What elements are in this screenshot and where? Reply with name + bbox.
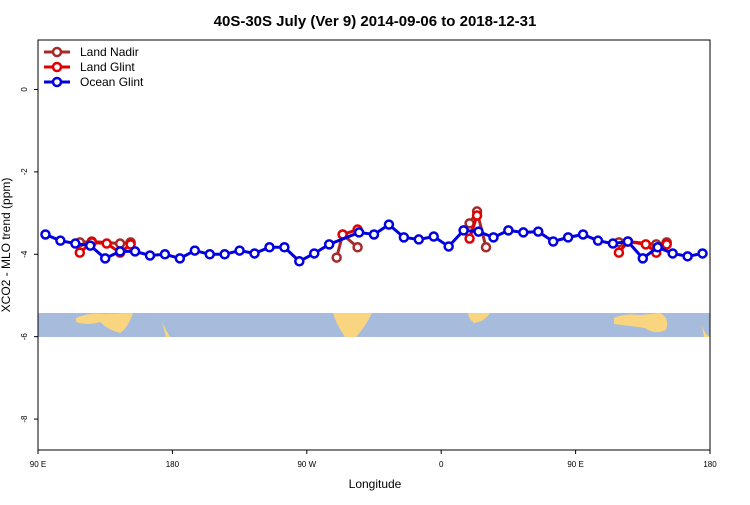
- point: [383, 219, 395, 230]
- point: [480, 242, 492, 253]
- point: [547, 236, 559, 247]
- legend-marker: [51, 61, 63, 73]
- x-tick-label: 180: [166, 460, 180, 469]
- y-tick-label: -8: [20, 415, 29, 423]
- point: [323, 239, 335, 250]
- legend-label: Ocean Glint: [80, 75, 144, 89]
- y-tick-label: -6: [20, 333, 29, 341]
- legend-marker: [51, 46, 63, 58]
- legend-label: Land Nadir: [80, 45, 139, 59]
- point: [682, 251, 693, 262]
- point: [144, 250, 156, 261]
- map-strip: [38, 313, 710, 337]
- x-tick-label: 90 E: [30, 460, 46, 469]
- y-tick-label: -4: [20, 250, 29, 258]
- y-tick-label: -2: [20, 168, 29, 176]
- point: [464, 233, 475, 244]
- point: [189, 245, 201, 256]
- point: [74, 247, 86, 258]
- point: [652, 242, 663, 253]
- point: [174, 253, 186, 264]
- point: [613, 247, 625, 258]
- point: [70, 238, 81, 249]
- x-tick-label: 180: [703, 460, 717, 469]
- x-tick-label: 90 W: [297, 460, 316, 469]
- point: [125, 239, 136, 250]
- point: [249, 248, 260, 259]
- point: [159, 249, 171, 260]
- point: [592, 235, 604, 246]
- point: [204, 249, 215, 260]
- point: [562, 232, 574, 243]
- point: [40, 229, 51, 240]
- point: [129, 246, 141, 257]
- x-tick-label: 0: [439, 460, 444, 469]
- point: [99, 253, 111, 264]
- y-tick-label: 0: [20, 87, 29, 92]
- x-axis-label: Longitude: [349, 477, 402, 491]
- point: [264, 242, 275, 253]
- point: [697, 248, 708, 259]
- point: [353, 227, 365, 238]
- point: [352, 242, 363, 253]
- point: [661, 239, 672, 250]
- point: [368, 229, 380, 240]
- point: [331, 252, 342, 263]
- point: [577, 229, 589, 240]
- point: [294, 256, 305, 267]
- point: [55, 235, 66, 246]
- point: [398, 232, 410, 243]
- point: [607, 238, 619, 249]
- x-tick-label: 90 E: [567, 460, 583, 469]
- y-axis-label: XCO2 - MLO trend (ppm): [0, 178, 13, 313]
- point: [471, 210, 483, 221]
- point: [518, 227, 529, 238]
- point: [667, 248, 678, 259]
- point: [473, 226, 484, 237]
- chart-title: 40S-30S July (Ver 9) 2014-09-06 to 2018-…: [214, 13, 537, 30]
- point: [114, 246, 126, 257]
- point: [533, 226, 544, 237]
- point: [488, 232, 499, 243]
- point: [309, 248, 320, 259]
- legend-label: Land Glint: [80, 60, 135, 74]
- plot-frame: [37, 39, 711, 451]
- legend-marker: [51, 76, 63, 88]
- point: [443, 241, 454, 252]
- point: [219, 249, 230, 260]
- point: [637, 253, 649, 264]
- point: [622, 236, 634, 247]
- point: [503, 225, 514, 236]
- point: [85, 240, 96, 251]
- point: [428, 231, 439, 242]
- point: [279, 242, 290, 253]
- point: [234, 245, 245, 256]
- point: [640, 239, 652, 250]
- point: [458, 225, 469, 236]
- point: [101, 238, 112, 249]
- point: [413, 234, 425, 245]
